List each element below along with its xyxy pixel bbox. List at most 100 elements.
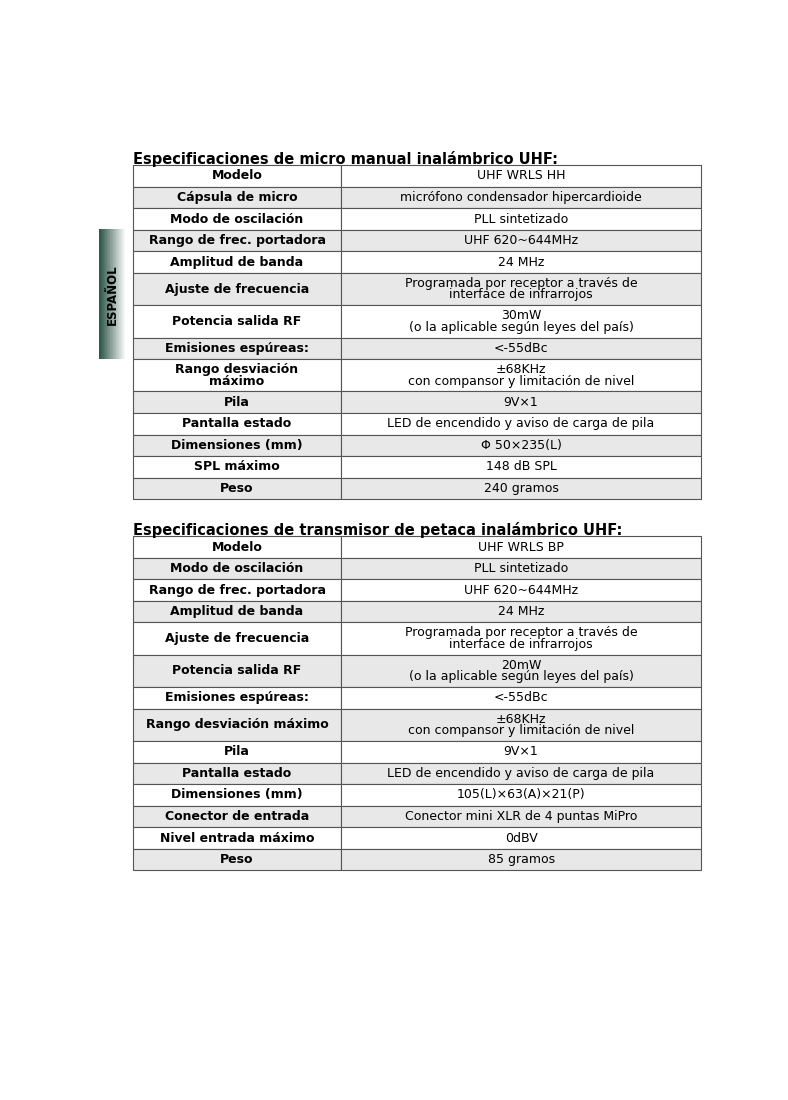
Bar <box>133 849 340 870</box>
Text: 9V×1: 9V×1 <box>504 396 538 409</box>
Bar <box>340 434 701 456</box>
Text: ESPAÑOL: ESPAÑOL <box>106 264 118 324</box>
Bar <box>340 784 701 805</box>
Bar <box>340 741 701 762</box>
Bar <box>340 623 701 654</box>
Text: Especificaciones de transmisor de petaca inalámbrico UHF:: Especificaciones de transmisor de petaca… <box>133 522 623 538</box>
Bar <box>133 165 340 187</box>
Bar <box>340 230 701 252</box>
Text: Pantalla estado: Pantalla estado <box>183 767 292 780</box>
Text: Rango de frec. portadora: Rango de frec. portadora <box>149 234 325 248</box>
Bar <box>340 827 701 849</box>
Text: Pantalla estado: Pantalla estado <box>183 417 292 430</box>
Text: Pila: Pila <box>224 746 250 758</box>
Text: Dimensiones (mm): Dimensiones (mm) <box>171 439 303 452</box>
Bar <box>133 305 340 338</box>
Bar <box>340 688 701 708</box>
Text: 85 gramos: 85 gramos <box>488 854 555 866</box>
Text: (o la aplicable según leyes del país): (o la aplicable según leyes del país) <box>409 321 634 333</box>
Text: PLL sintetizado: PLL sintetizado <box>474 212 568 226</box>
Bar <box>340 456 701 477</box>
Text: interface de infrarrojos: interface de infrarrojos <box>449 288 593 301</box>
Text: Ajuste de frecuencia: Ajuste de frecuencia <box>165 632 309 646</box>
Text: 24 MHz: 24 MHz <box>498 605 545 618</box>
Bar <box>340 708 701 741</box>
Bar <box>133 537 340 558</box>
Bar <box>340 654 701 688</box>
Text: Ajuste de frecuencia: Ajuste de frecuencia <box>165 283 309 296</box>
Bar <box>340 805 701 827</box>
Bar <box>133 338 340 359</box>
Text: <-55dBc: <-55dBc <box>494 692 548 704</box>
Text: Rango desviación máximo: Rango desviación máximo <box>146 718 329 732</box>
Text: 105(L)×63(A)×21(P): 105(L)×63(A)×21(P) <box>457 789 585 802</box>
Text: Programada por receptor a través de: Programada por receptor a través de <box>405 277 637 289</box>
Text: Φ 50×235(L): Φ 50×235(L) <box>481 439 562 452</box>
Bar <box>340 392 701 412</box>
Bar <box>340 187 701 208</box>
Text: PLL sintetizado: PLL sintetizado <box>474 562 568 575</box>
Bar <box>133 456 340 477</box>
Text: LED de encendido y aviso de carga de pila: LED de encendido y aviso de carga de pil… <box>388 417 655 430</box>
Text: Pila: Pila <box>224 396 250 409</box>
Bar <box>133 412 340 434</box>
Text: micrófono condensador hipercardioide: micrófono condensador hipercardioide <box>400 191 642 204</box>
Text: Potencia salida RF: Potencia salida RF <box>173 664 302 678</box>
Bar <box>133 208 340 230</box>
Bar <box>340 558 701 580</box>
Bar <box>340 251 701 273</box>
Text: Emisiones espúreas:: Emisiones espúreas: <box>165 692 309 704</box>
Bar <box>133 580 340 601</box>
Text: Conector mini XLR de 4 puntas MiPro: Conector mini XLR de 4 puntas MiPro <box>405 810 637 823</box>
Bar <box>133 708 340 741</box>
Text: Cápsula de micro: Cápsula de micro <box>177 191 297 204</box>
Text: ±68KHz: ±68KHz <box>496 713 546 726</box>
Text: UHF 620~644MHz: UHF 620~644MHz <box>464 234 578 248</box>
Bar <box>340 580 701 601</box>
Text: máximo: máximo <box>210 375 265 387</box>
Bar <box>340 273 701 305</box>
Text: Amplitud de banda: Amplitud de banda <box>170 255 303 268</box>
Text: 148 dB SPL: 148 dB SPL <box>485 461 556 473</box>
Text: SPL máximo: SPL máximo <box>194 461 280 473</box>
Text: Programada por receptor a través de: Programada por receptor a través de <box>405 626 637 639</box>
Text: Modelo: Modelo <box>212 540 262 553</box>
Bar <box>340 305 701 338</box>
Text: Modo de oscilación: Modo de oscilación <box>170 562 303 575</box>
Text: Nivel entrada máximo: Nivel entrada máximo <box>160 832 314 845</box>
Bar <box>340 412 701 434</box>
Text: Potencia salida RF: Potencia salida RF <box>173 315 302 328</box>
Bar <box>133 273 340 305</box>
Bar <box>133 392 340 412</box>
Bar <box>340 537 701 558</box>
Bar <box>133 359 340 392</box>
Text: interface de infrarrojos: interface de infrarrojos <box>449 638 593 651</box>
Bar <box>133 230 340 252</box>
Text: 24 MHz: 24 MHz <box>498 255 545 268</box>
Bar <box>133 741 340 762</box>
Bar <box>340 165 701 187</box>
Text: Modelo: Modelo <box>212 169 262 183</box>
Text: UHF WRLS HH: UHF WRLS HH <box>477 169 565 183</box>
Bar <box>133 688 340 708</box>
Bar <box>133 784 340 805</box>
Bar <box>133 827 340 849</box>
Bar <box>340 762 701 784</box>
Text: 20mW: 20mW <box>501 659 541 672</box>
Text: 9V×1: 9V×1 <box>504 746 538 758</box>
Text: con compansor y limitación de nivel: con compansor y limitación de nivel <box>408 724 634 737</box>
Text: Rango desviación: Rango desviación <box>176 363 299 376</box>
Text: 30mW: 30mW <box>501 309 541 322</box>
Text: ±68KHz: ±68KHz <box>496 363 546 376</box>
Text: (o la aplicable según leyes del país): (o la aplicable según leyes del país) <box>409 670 634 683</box>
Text: UHF WRLS BP: UHF WRLS BP <box>478 540 564 553</box>
Bar <box>340 359 701 392</box>
Bar <box>133 654 340 688</box>
Text: Conector de entrada: Conector de entrada <box>165 810 309 823</box>
Bar <box>340 477 701 499</box>
Bar <box>340 849 701 870</box>
Bar <box>133 762 340 784</box>
Bar <box>340 338 701 359</box>
Text: Especificaciones de micro manual inalámbrico UHF:: Especificaciones de micro manual inalámb… <box>133 151 559 167</box>
Text: Rango de frec. portadora: Rango de frec. portadora <box>149 584 325 596</box>
